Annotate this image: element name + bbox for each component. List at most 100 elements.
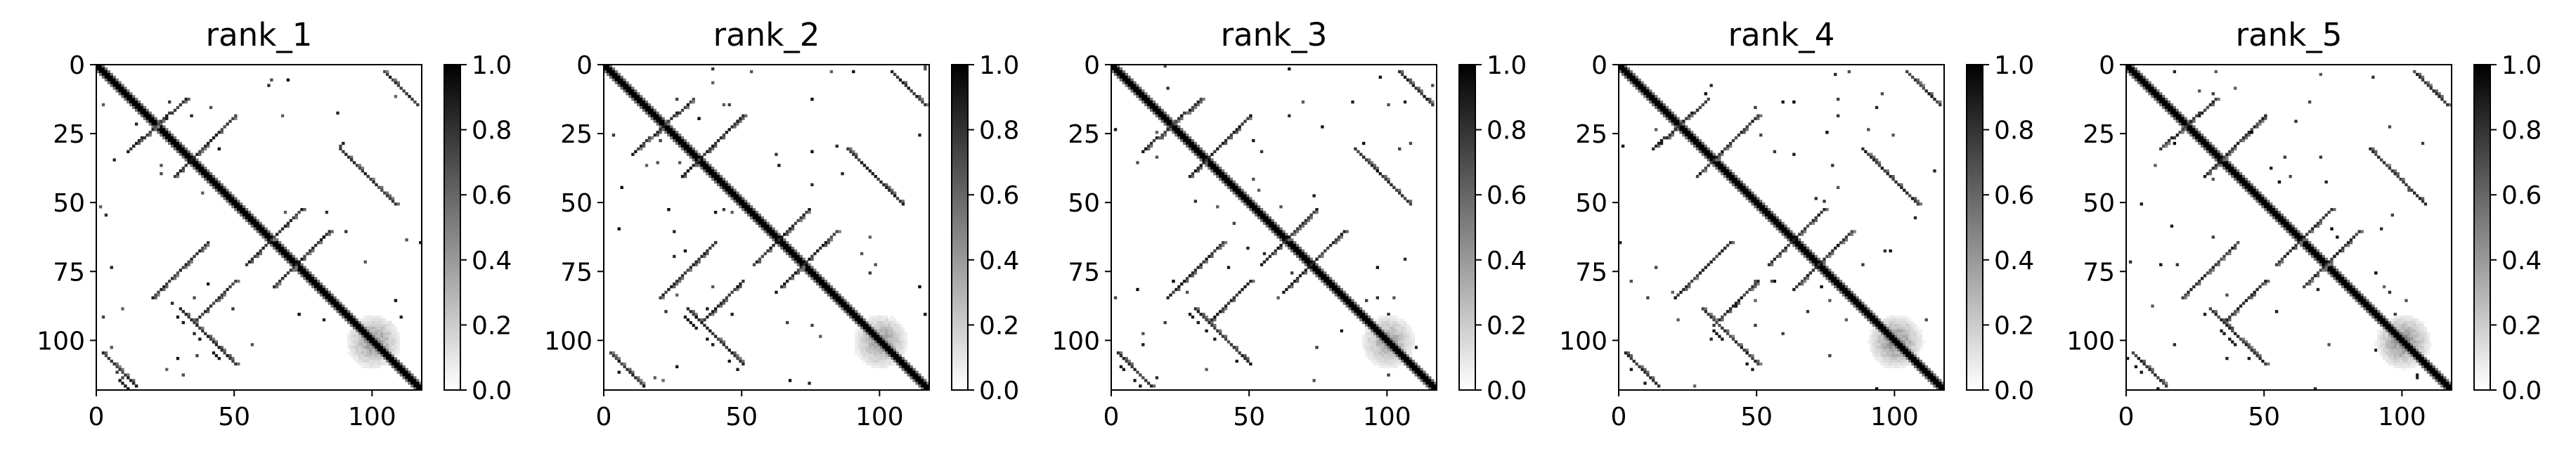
diagonal-cell — [1337, 287, 1341, 292]
contact-cell — [1723, 313, 1727, 316]
contact-dot — [1751, 368, 1754, 371]
colorbar-tick-label: 0.4 — [472, 247, 512, 275]
blur-cell — [1387, 332, 1390, 335]
contact-cell — [706, 150, 709, 153]
diagonal-cell — [140, 111, 144, 115]
contact-cell — [1183, 280, 1186, 283]
diagonal-cell — [1624, 67, 1628, 71]
contact-cell — [1922, 84, 1925, 87]
diagonal-cell — [1370, 323, 1374, 327]
diagonal-cell — [1919, 359, 1923, 363]
diagonal-cell — [1800, 246, 1804, 250]
blur-cell — [1919, 340, 1923, 344]
blur-cell — [372, 323, 375, 327]
diagonal-cell — [1116, 72, 1120, 77]
diagonal-cell — [1905, 349, 1909, 352]
blur-cell — [1373, 351, 1377, 355]
diagonal-cell — [1177, 136, 1181, 140]
contact-cell — [1169, 128, 1172, 131]
contact-cell — [170, 277, 174, 280]
contact-cell — [209, 337, 213, 341]
contact-cell — [1640, 368, 1644, 371]
blur-cell — [394, 340, 398, 344]
contact-dot — [634, 150, 637, 153]
diagonal-cell — [1781, 224, 1785, 228]
diagonal-cell — [1883, 335, 1887, 338]
contact-cell — [311, 246, 315, 250]
blur-cell — [1913, 332, 1917, 335]
diagonal-cell — [1775, 224, 1779, 228]
blur-cell — [1367, 353, 1371, 358]
diagonal-cell — [1147, 98, 1151, 101]
scatter-dot — [267, 84, 271, 87]
diagonal-cell — [212, 174, 216, 178]
blur-cell — [901, 351, 905, 355]
blur-cell — [385, 346, 389, 349]
diagonal-cell — [1428, 379, 1432, 382]
contact-cell — [1290, 233, 1294, 236]
diagonal-cell — [1936, 387, 1939, 391]
diagonal-cell — [832, 299, 836, 302]
diagonal-cell — [891, 351, 894, 355]
diagonal-cell — [1737, 180, 1741, 184]
diagonal-cell — [1348, 301, 1352, 305]
blur-cell — [391, 340, 395, 344]
diagonal-cell — [1721, 161, 1724, 164]
diagonal-cell — [895, 353, 900, 358]
diagonal-cell — [1640, 86, 1644, 90]
blur-cell — [1889, 343, 1892, 346]
blur-cell — [377, 323, 381, 327]
diagonal-cell — [1803, 244, 1807, 247]
diagonal-cell — [689, 150, 692, 153]
diagonal-cell — [413, 382, 417, 385]
blur-cell — [1400, 362, 1404, 366]
diagonal-cell — [1241, 200, 1244, 203]
blur-cell — [882, 359, 886, 363]
scatter-dot — [1709, 84, 1713, 87]
diagonal-cell — [772, 235, 775, 239]
diagonal-cell — [2156, 98, 2160, 101]
blur-cell — [1403, 329, 1407, 333]
diagonal-cell — [819, 280, 822, 283]
diagonal-cell — [143, 111, 147, 115]
diagonal-cell — [1177, 134, 1181, 137]
diagonal-cell — [739, 202, 742, 206]
diagonal-cell — [220, 194, 224, 197]
diagonal-cell — [391, 365, 395, 369]
contact-cell — [184, 263, 188, 266]
diagonal-cell — [173, 136, 177, 140]
contact-cell — [689, 266, 692, 269]
diagonal-cell — [223, 188, 226, 192]
diagonal-cell — [2203, 147, 2207, 151]
blur-cell — [366, 316, 370, 319]
scatter-dot — [722, 103, 726, 107]
diagonal-cell — [1927, 376, 1931, 379]
contact-cell — [802, 213, 805, 217]
contact-cell — [904, 81, 908, 84]
diagonal-cell — [1908, 353, 1912, 358]
contact-cell — [689, 167, 692, 170]
contact-cell — [686, 169, 690, 173]
contact-cell — [1646, 373, 1650, 377]
contact-cell — [819, 246, 822, 250]
scatter-dot — [101, 103, 105, 107]
contact-cell — [611, 351, 616, 355]
diagonal-cell — [212, 177, 216, 181]
diagonal-cell — [912, 368, 916, 371]
diagonal-cell — [1376, 332, 1380, 335]
diagonal-cell — [2170, 111, 2174, 115]
diagonal-cell — [2151, 86, 2154, 90]
diagonal-cell — [278, 246, 282, 250]
diagonal-cell — [1626, 72, 1631, 77]
contact-cell — [1191, 105, 1195, 110]
diagonal-cell — [247, 219, 252, 223]
blur-cell — [1905, 332, 1909, 335]
diagonal-cell — [1133, 89, 1137, 93]
diagonal-cell — [1152, 108, 1156, 112]
contact-cell — [1715, 158, 1719, 162]
diagonal-cell — [214, 186, 219, 189]
contact-cell — [1731, 304, 1735, 308]
contact-cell — [1679, 290, 1683, 294]
diagonal-cell — [339, 301, 342, 305]
blur-cell — [1897, 362, 1901, 366]
